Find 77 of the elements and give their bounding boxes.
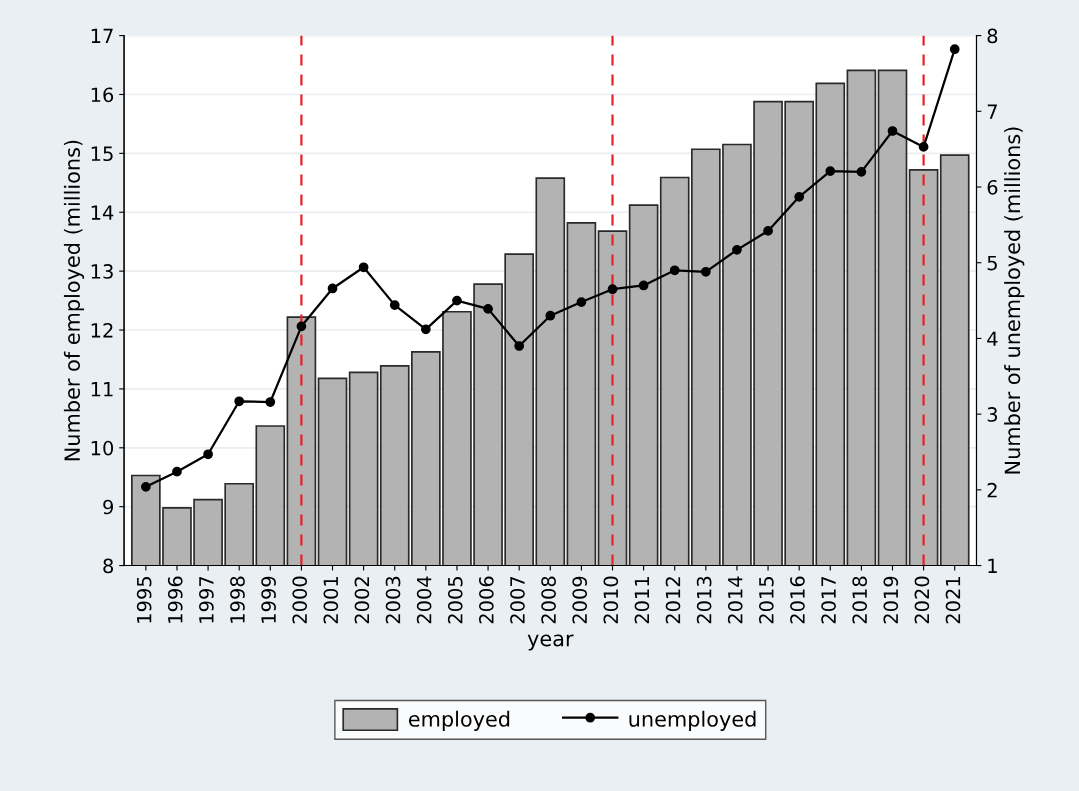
y-tick-label: 9 (103, 499, 113, 515)
point (700, 266, 711, 277)
x-tick-label: 2017 (821, 576, 836, 624)
x-tick-label: 2008 (541, 576, 556, 624)
x-tick-label: 2015 (758, 576, 774, 624)
x-tick-label: 2003 (385, 576, 401, 624)
point (327, 283, 338, 294)
x-tick-label: 2000 (292, 576, 308, 624)
legend-label: employed (408, 710, 510, 731)
point (452, 295, 462, 306)
x-tick-label: 2005 (447, 576, 463, 624)
point (545, 310, 556, 321)
point (887, 126, 898, 136)
y-tick-label: 16 (91, 87, 114, 103)
y-tick-label: 8 (103, 558, 114, 574)
point (265, 397, 276, 407)
y2-tick-label: 6 (987, 179, 998, 195)
point (420, 324, 431, 335)
y2-tick-label: 4 (987, 331, 998, 346)
y2-tick-label: 5 (987, 255, 997, 271)
x-tick-label: 2004 (416, 576, 432, 624)
y-tick-label: 10 (91, 440, 114, 456)
point (203, 449, 213, 460)
x-tick-label: 1995 (136, 576, 152, 623)
x-tick-label: 2021 (945, 577, 961, 624)
point (794, 191, 805, 202)
y-tick-label: 13 (91, 264, 113, 279)
y2-tick-label: 2 (987, 482, 997, 498)
point (949, 44, 960, 55)
point (514, 341, 525, 351)
y-tick-label: 17 (91, 28, 113, 43)
point (669, 265, 680, 276)
x-tick-label: 2016 (790, 576, 805, 624)
y-tick-label: 14 (91, 205, 114, 220)
point (856, 167, 867, 177)
y2-axis-title: Number of unemployed (millions) (1004, 127, 1025, 474)
y-axis-title: Number of employed (millions) (63, 140, 85, 461)
point (141, 481, 151, 492)
x-tick-label: 2020 (914, 576, 930, 624)
x-axis-title: year (527, 634, 574, 651)
x-tick-label: 2007 (510, 576, 525, 624)
point (389, 300, 400, 310)
x-tick-label: 1999 (261, 576, 276, 623)
point (576, 297, 587, 307)
y-tick-label: 15 (91, 146, 113, 162)
point (296, 321, 307, 332)
point (638, 280, 649, 291)
legend-label: unemployed (629, 710, 756, 731)
x-tick-label: 2014 (727, 576, 743, 624)
x-tick-label: 2013 (696, 576, 712, 624)
point (763, 226, 773, 236)
x-tick-label: 2018 (852, 576, 868, 624)
point (732, 244, 742, 255)
x-tick-label: 2012 (665, 577, 681, 624)
x-tick-label: 2010 (603, 576, 619, 624)
y2-tick-label: 1 (988, 558, 997, 573)
y-tick-label: 11 (91, 382, 113, 397)
point (825, 166, 836, 176)
point (358, 262, 369, 273)
point (483, 304, 493, 314)
point (172, 466, 182, 477)
x-tick-label: 1996 (167, 576, 183, 623)
point (607, 284, 618, 295)
x-tick-label: 2006 (479, 576, 494, 624)
x-tick-label: 1998 (230, 576, 245, 623)
y2-tick-label: 7 (987, 104, 997, 119)
y2-tick-label: 3 (987, 407, 998, 422)
y-tick-label: 12 (91, 322, 113, 338)
x-tick-label: 2002 (354, 577, 370, 624)
x-tick-label: 2011 (634, 577, 650, 624)
point (918, 142, 929, 152)
x-tick-label: 2009 (572, 576, 588, 624)
point (234, 396, 245, 407)
x-tick-label: 1997 (199, 576, 214, 623)
x-tick-label: 2001 (323, 577, 339, 624)
x-tick-label: 2019 (883, 576, 899, 624)
y2-tick-label: 8 (987, 28, 998, 44)
